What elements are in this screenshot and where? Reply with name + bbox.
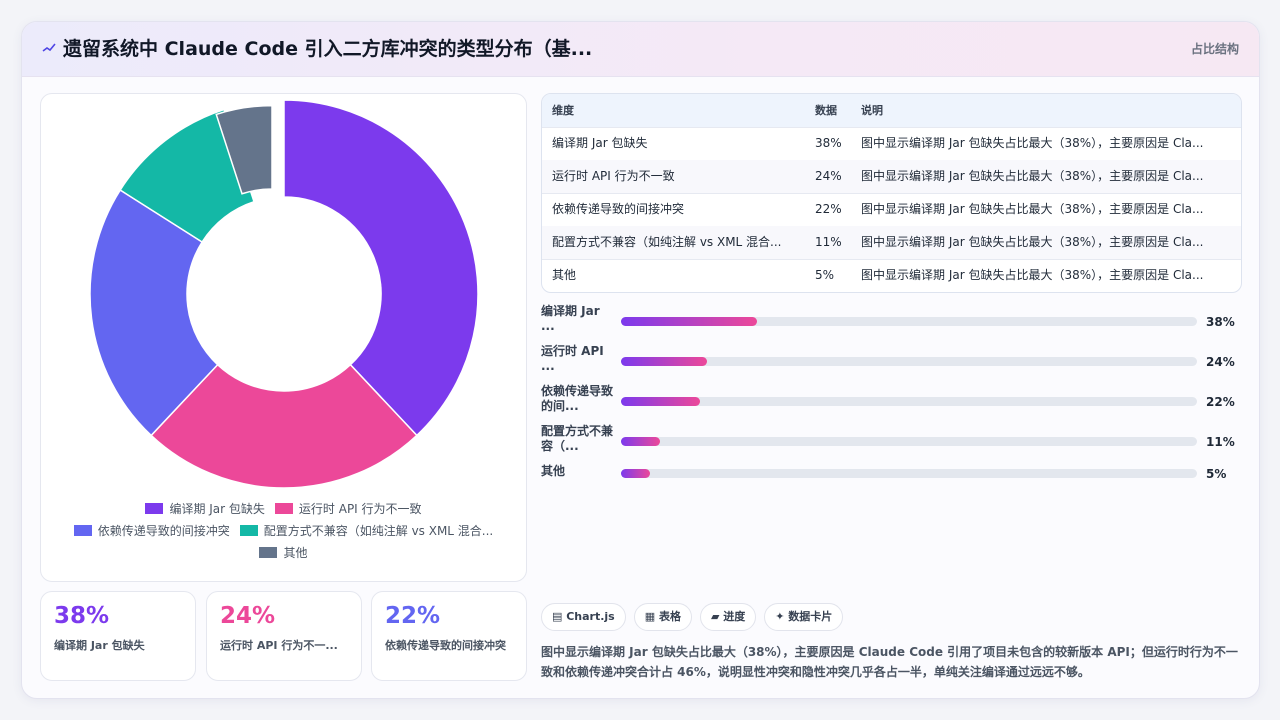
table-cell: 图中显示编译期 Jar 包缺失占比最大（38%），主要原因是 Cla... [861,235,1204,249]
table-cell: 图中显示编译期 Jar 包缺失占比最大（38%），主要原因是 Cla... [861,202,1204,216]
donut-chart [89,99,479,489]
stat-value: 24% [220,603,276,629]
data-table: 维度 数据 说明 编译期 Jar 包缺失 38% 图中显示编译期 Jar 包缺失… [541,93,1242,293]
stat-value: 22% [385,603,441,629]
legend-swatch [274,502,293,514]
table-header-cell: 说明 [861,104,883,117]
stat-value: 38% [54,603,110,629]
progress-track [621,397,1197,406]
table-cell: 图中显示编译期 Jar 包缺失占比最大（38%），主要原因是 Cla... [861,136,1204,150]
legend-label: 依赖传递导致的间接冲突 [97,523,230,538]
pie-chart-panel: 编译期 Jar 包缺失 运行时 API 行为不一致 依赖传递导致的间接冲突 配置… [40,93,527,582]
table-cell: 配置方式不兼容（如纯注解 vs XML 混合... [552,235,782,249]
table-cell: 编译期 Jar 包缺失 [552,136,648,150]
table-header-cell: 维度 [552,104,574,117]
table-cell: 22% [815,202,842,216]
progress-fill [621,317,757,326]
legend-item[interactable]: 运行时 API 行为不一致 [274,500,422,517]
progress-fill [621,437,661,446]
pie-slice[interactable] [150,363,418,489]
table-cell: 依赖传递导致的间接冲突 [552,202,685,216]
progress-value: 11% [1206,435,1235,449]
legend-item[interactable]: 配置方式不兼容（如纯注解 vs XML 混合... [239,522,494,539]
legend-item[interactable]: 其他 [259,544,308,561]
stat-label: 运行时 API 行为不一... [220,639,338,652]
legend-swatch [259,546,278,558]
progress-value: 24% [1206,355,1235,369]
table-cell: 图中显示编译期 Jar 包缺失占比最大（38%），主要原因是 Cla... [861,268,1204,282]
table-cell: 5% [815,268,835,282]
progress-track [621,357,1197,366]
pie-slice[interactable] [89,189,219,437]
table-cell: 24% [815,169,842,183]
stat-card: 38% 编译期 Jar 包缺失 [40,591,196,681]
legend-swatch [239,524,258,536]
summary-text: 图中显示编译期 Jar 包缺失占比最大（38%），主要原因是 Claude Co… [541,645,1238,679]
tag-chips: ▤ Chart.js ▦ 表格 ▰ 进度 ✦ 数据卡片 [541,603,851,631]
progress-label: 配置方式不兼容（... [541,424,614,453]
progress-fill [621,357,707,366]
progress-value: 5% [1206,467,1227,481]
progress-fill [621,469,650,478]
progress-label: 其他 [541,464,566,478]
chip-chartjs[interactable]: ▤ Chart.js [541,603,626,631]
legend-label: 配置方式不兼容（如纯注解 vs XML 混合... [263,523,494,538]
chart-legend: 编译期 Jar 包缺失 运行时 API 行为不一致 依赖传递导致的间接冲突 配置… [41,497,526,563]
chip-progress[interactable]: ▰ 进度 [699,603,757,631]
progress-label: 编译期 Jar ... [541,304,600,333]
table-row: 依赖传递导致的间接冲突 22% 图中显示编译期 Jar 包缺失占比最大（38%）… [542,193,1241,227]
legend-label: 其他 [283,545,308,560]
table-row: 编译期 Jar 包缺失 38% 图中显示编译期 Jar 包缺失占比最大（38%）… [542,127,1241,161]
table-row: 其他 5% 图中显示编译期 Jar 包缺失占比最大（38%），主要原因是 Cla… [542,259,1241,292]
stat-label: 编译期 Jar 包缺失 [54,639,145,652]
page-title: 遗留系统中 Claude Code 引入二方库冲突的类型分布（基... [63,38,593,60]
table-row: 配置方式不兼容（如纯注解 vs XML 混合... 11% 图中显示编译期 Ja… [542,226,1241,260]
header-bar: 遗留系统中 Claude Code 引入二方库冲突的类型分布（基... 占比结构 [22,22,1259,77]
table-header-row: 维度 数据 说明 [542,94,1241,128]
legend-label: 运行时 API 行为不一致 [298,501,422,516]
table-row: 运行时 API 行为不一致 24% 图中显示编译期 Jar 包缺失占比最大（38… [542,160,1241,194]
chart-trend-icon [42,43,56,52]
stat-card: 24% 运行时 API 行为不一... [206,591,362,681]
progress-track [621,469,1197,478]
header-subtitle: 占比结构 [1190,42,1239,56]
table-cell: 图中显示编译期 Jar 包缺失占比最大（38%），主要原因是 Cla... [861,169,1204,183]
progress-label: 运行时 API ... [541,344,604,373]
table-header-cell: 数据 [815,104,837,117]
legend-label: 编译期 Jar 包缺失 [169,501,265,516]
progress-value: 38% [1206,315,1235,329]
progress-value: 22% [1206,395,1235,409]
stat-card: 22% 依赖传递导致的间接冲突 [371,591,527,681]
legend-item[interactable]: 依赖传递导致的间接冲突 [73,522,230,539]
pie-slice[interactable] [215,104,273,195]
legend-swatch [73,524,92,536]
table-cell: 38% [815,136,842,150]
progress-fill [621,397,700,406]
table-cell: 其他 [552,268,577,282]
stat-label: 依赖传递导致的间接冲突 [385,639,506,652]
chip-table[interactable]: ▦ 表格 [633,603,692,631]
legend-swatch [145,502,164,514]
pie-slice[interactable] [283,99,479,437]
table-cell: 11% [815,235,842,249]
legend-item[interactable]: 编译期 Jar 包缺失 [145,500,265,517]
progress-label: 依赖传递导致的间... [541,384,614,413]
progress-track [621,437,1197,446]
main-card: 遗留系统中 Claude Code 引入二方库冲突的类型分布（基... 占比结构… [21,21,1260,699]
pie-slice[interactable] [119,108,255,244]
chip-data-card[interactable]: ✦ 数据卡片 [764,603,844,631]
table-cell: 运行时 API 行为不一致 [552,169,675,183]
progress-track [621,317,1197,326]
